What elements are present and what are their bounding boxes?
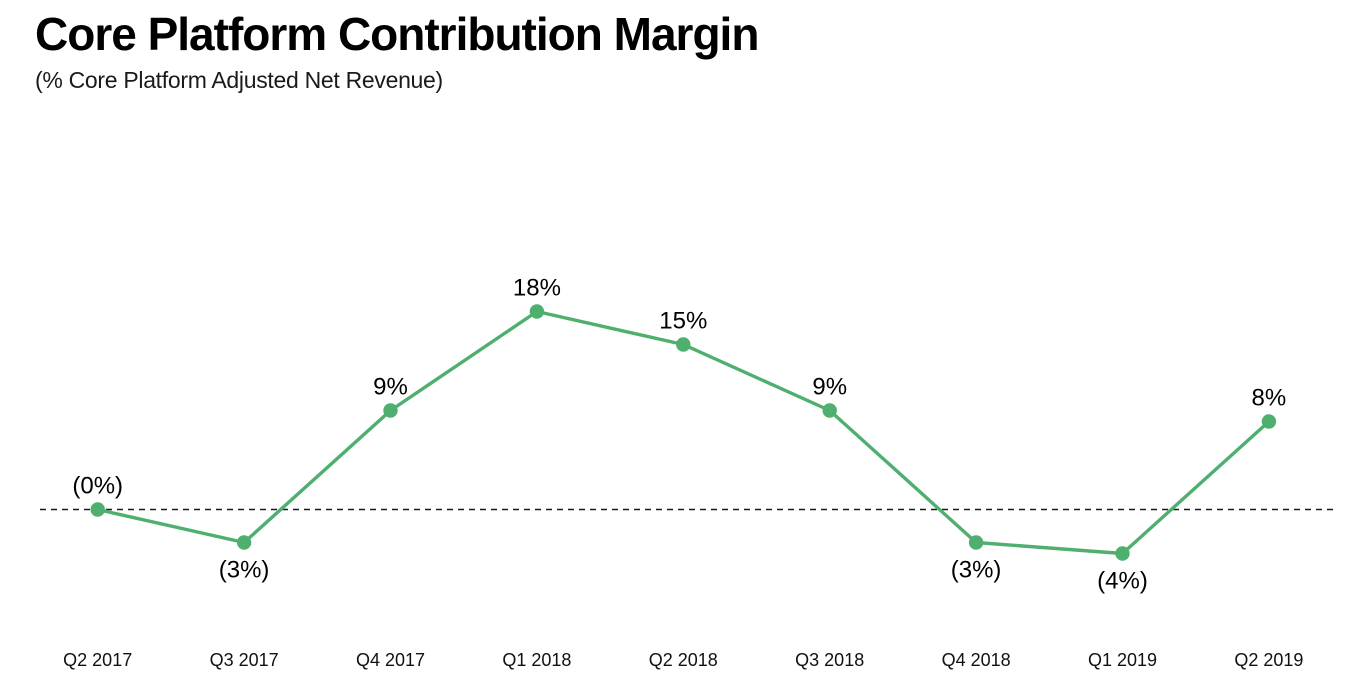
x-axis-label-q1-2018: Q1 2018 xyxy=(502,650,571,670)
x-axis-label-q2-2018: Q2 2018 xyxy=(649,650,718,670)
data-label-q1-2019: (4%) xyxy=(1097,568,1148,595)
x-axis-label-q4-2018: Q4 2018 xyxy=(942,650,1011,670)
chart-subtitle: (% Core Platform Adjusted Net Revenue) xyxy=(35,66,443,93)
data-label-q4-2018: (3%) xyxy=(951,557,1002,584)
data-label-q4-2017: 9% xyxy=(373,374,408,401)
data-point-q3-2017 xyxy=(236,535,252,550)
data-point-q1-2019 xyxy=(1115,546,1130,561)
x-axis-label-q1-2019: Q1 2019 xyxy=(1088,650,1157,670)
chart-title: Core Platform Contribution Margin xyxy=(35,8,759,60)
data-label-q2-2018: 15% xyxy=(659,308,707,335)
data-point-q2-2017 xyxy=(90,502,105,517)
chart-header: Core Platform Contribution Margin (% Cor… xyxy=(35,8,759,94)
data-point-q2-2018 xyxy=(676,337,691,352)
x-axis-label-q3-2017: Q3 2017 xyxy=(210,650,279,670)
data-point-q1-2018 xyxy=(529,304,545,319)
data-label-q3-2018: 9% xyxy=(812,374,847,401)
data-point-q4-2018 xyxy=(968,535,984,550)
data-point-q3-2018 xyxy=(822,403,837,418)
x-axis-label-q2-2019: Q2 2019 xyxy=(1234,650,1303,670)
data-point-q4-2017 xyxy=(383,403,398,418)
x-axis-label-q4-2017: Q4 2017 xyxy=(356,650,425,670)
data-label-q3-2017: (3%) xyxy=(219,557,270,584)
x-axis-label-q2-2017: Q2 2017 xyxy=(63,650,132,670)
x-axis-label-q3-2018: Q3 2018 xyxy=(795,650,864,670)
data-label-q1-2018: 18% xyxy=(513,275,561,302)
data-label-q2-2017: (0%) xyxy=(72,473,123,500)
data-point-q2-2019 xyxy=(1261,414,1277,429)
data-label-q2-2019: 8% xyxy=(1252,385,1287,412)
